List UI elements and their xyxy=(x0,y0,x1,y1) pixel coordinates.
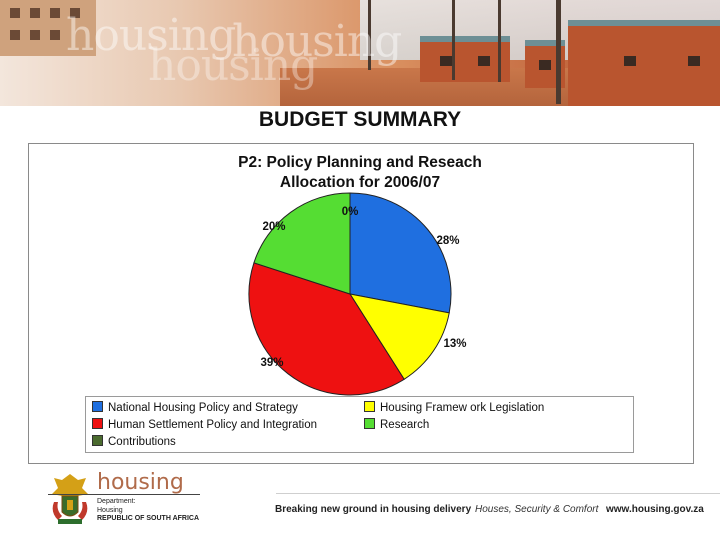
legend-item: Housing Framew ork Legislation xyxy=(364,401,544,415)
legend-item: Research xyxy=(364,418,429,432)
slide-title: BUDGET SUMMARY xyxy=(0,108,720,132)
legend-swatch xyxy=(92,435,103,446)
banner-watermark: housing xyxy=(148,40,318,91)
legend-swatch xyxy=(92,418,103,429)
banner-pole xyxy=(498,0,501,82)
footer-motto: Houses, Security & Comfort xyxy=(475,504,599,515)
pie-data-label: 20% xyxy=(262,221,285,233)
legend-label: Contributions xyxy=(108,436,176,448)
footer-brand: housing xyxy=(97,470,184,495)
legend-swatch xyxy=(92,401,103,412)
pie-slice xyxy=(349,192,452,314)
legend-label: Research xyxy=(380,419,430,431)
legend-swatch xyxy=(364,401,375,412)
legend-label: National Housing Policy and Strategy xyxy=(108,402,298,414)
banner-watermark: housing xyxy=(232,16,402,67)
legend-label: Human Settlement Policy and Integration xyxy=(108,419,318,431)
legend-item: National Housing Policy and Strategy xyxy=(92,401,298,415)
banner-house xyxy=(420,36,510,82)
chart-title-line2: Allocation for 2006/07 xyxy=(279,174,441,191)
footer-divider xyxy=(276,493,720,494)
dept-line: Housing xyxy=(97,506,123,514)
coat-of-arms-icon xyxy=(52,474,88,524)
legend-item: Contributions xyxy=(92,435,176,449)
header-banner: housing housing housing xyxy=(0,0,720,106)
chart-title-line1: P2: Policy Planning and Reseach xyxy=(238,154,482,171)
chart-legend: National Housing Policy and Strategy Hou… xyxy=(85,396,634,453)
slide-title-text: BUDGET SUMMARY xyxy=(258,108,462,131)
footer-tagline: Breaking new ground in housing delivery xyxy=(275,504,472,515)
footer-website[interactable]: www.housing.gov.za xyxy=(606,504,704,515)
legend-swatch xyxy=(364,418,375,429)
pie-slice xyxy=(253,192,351,295)
banner-building xyxy=(0,0,96,56)
legend-item: Human Settlement Policy and Integration xyxy=(92,418,317,432)
banner-pole xyxy=(368,0,371,70)
dept-line: REPUBLIC OF SOUTH AFRICA xyxy=(97,515,200,522)
pie-data-label: 0% xyxy=(342,206,359,218)
pie-slice xyxy=(248,262,405,396)
banner-watermark: housing xyxy=(66,10,236,61)
banner-house xyxy=(568,20,720,106)
footer-divider xyxy=(48,494,200,495)
legend-label: Housing Framew ork Legislation xyxy=(380,402,545,414)
dept-line: Department: xyxy=(97,498,136,505)
chart-title: P2: Policy Planning and Reseach Allocati… xyxy=(28,153,692,193)
footer-department: Department: Housing REPUBLIC OF SOUTH AF… xyxy=(97,498,199,524)
banner-pole xyxy=(556,0,561,104)
pie-data-label: 13% xyxy=(443,338,466,350)
pie-data-label: 28% xyxy=(436,235,459,247)
pie-slice xyxy=(348,293,450,380)
pie-data-label: 39% xyxy=(260,357,283,369)
banner-pole xyxy=(452,0,455,80)
